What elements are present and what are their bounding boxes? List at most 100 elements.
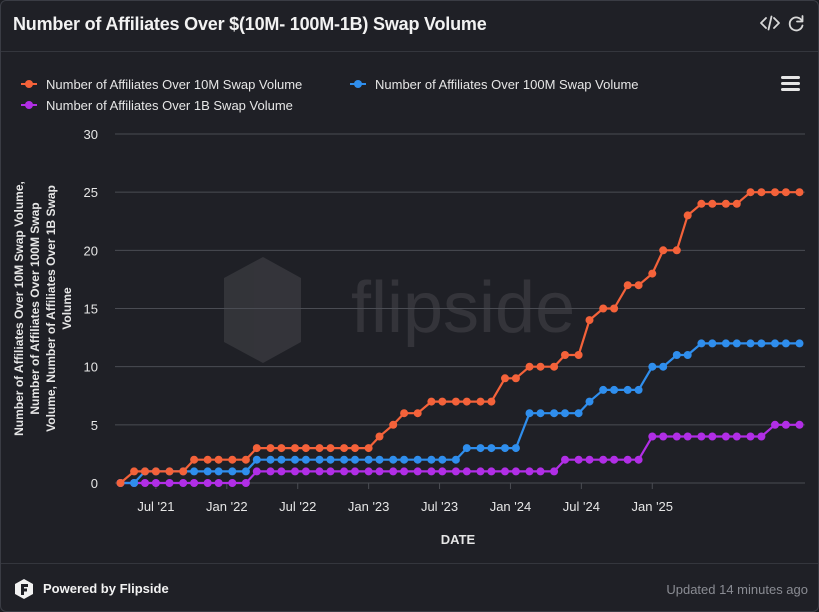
y-tick-label: 5 xyxy=(91,418,98,433)
data-point xyxy=(599,385,608,394)
data-point xyxy=(375,455,384,464)
flipside-logo-icon xyxy=(15,579,33,599)
legend-label: Number of Affiliates Over 1B Swap Volume xyxy=(46,98,293,113)
data-point xyxy=(462,467,471,476)
data-point xyxy=(427,455,436,464)
data-point xyxy=(462,397,471,406)
data-point xyxy=(141,479,149,487)
data-point xyxy=(525,362,534,371)
legend-label: Number of Affiliates Over 10M Swap Volum… xyxy=(46,77,302,92)
legend-swatch-marker xyxy=(25,80,33,88)
chart-menu-icon[interactable] xyxy=(781,76,800,91)
data-point xyxy=(487,397,496,406)
data-point xyxy=(574,409,583,418)
powered-by-link[interactable]: Powered by Flipside xyxy=(43,581,169,596)
data-point xyxy=(340,455,349,464)
data-point xyxy=(451,397,460,406)
data-point xyxy=(375,432,384,441)
series-2 xyxy=(116,420,804,487)
legend-item[interactable]: Number of Affiliates Over 100M Swap Volu… xyxy=(350,77,639,92)
data-point xyxy=(476,397,485,406)
data-point xyxy=(277,455,286,464)
data-point xyxy=(326,455,335,464)
data-point xyxy=(214,455,223,464)
data-point xyxy=(214,467,223,476)
legend-item[interactable]: Number of Affiliates Over 1B Swap Volume xyxy=(21,98,293,113)
line-chart: flipside 0 5 10 15 20 25 30 Jul '21 Jan '22 Jul '2… xyxy=(12,76,805,547)
data-point xyxy=(721,432,730,441)
data-point xyxy=(721,199,730,208)
data-point xyxy=(697,339,706,348)
data-point xyxy=(781,339,790,348)
data-point xyxy=(683,432,692,441)
y-tick-label: 20 xyxy=(84,243,98,258)
y-axis-label-line: Number of Affiliates Over 10M Swap Volum… xyxy=(12,181,26,436)
data-point xyxy=(781,420,790,429)
data-point xyxy=(389,420,398,429)
data-point xyxy=(364,467,373,476)
data-point xyxy=(228,455,237,464)
data-point xyxy=(795,420,804,429)
data-point xyxy=(438,397,447,406)
y-axis-label: Number of Affiliates Over 10M Swap Volum… xyxy=(12,181,74,436)
data-point xyxy=(610,455,619,464)
x-tick-label: Jul '23 xyxy=(421,499,458,514)
legend-item[interactable]: Number of Affiliates Over 10M Swap Volum… xyxy=(21,77,302,92)
data-point xyxy=(301,467,310,476)
data-point xyxy=(746,339,755,348)
data-point xyxy=(536,362,545,371)
data-point xyxy=(203,455,212,464)
data-point xyxy=(413,467,422,476)
data-point xyxy=(795,339,804,348)
data-point xyxy=(623,385,632,394)
x-tick-label: Jul '22 xyxy=(279,499,316,514)
data-point xyxy=(165,467,174,476)
data-point xyxy=(771,188,779,197)
data-point xyxy=(203,467,212,476)
data-point xyxy=(623,455,632,464)
data-point xyxy=(266,444,275,453)
data-point xyxy=(438,467,447,476)
data-point xyxy=(771,420,779,429)
data-point xyxy=(277,467,286,476)
data-point xyxy=(476,467,485,476)
data-point xyxy=(599,304,608,313)
data-point xyxy=(672,246,681,255)
data-point xyxy=(585,397,594,406)
data-point xyxy=(364,455,373,464)
data-point xyxy=(683,351,692,359)
refresh-icon[interactable] xyxy=(786,13,806,33)
x-tick-label: Jan '25 xyxy=(632,499,674,514)
data-point xyxy=(252,444,261,453)
data-point xyxy=(683,211,692,220)
x-tick-label: Jul '24 xyxy=(563,499,600,514)
data-point xyxy=(326,444,335,453)
data-point xyxy=(487,467,496,476)
y-tick-label: 25 xyxy=(84,185,98,200)
data-point xyxy=(451,455,460,464)
y-axis-label-line: Volume xyxy=(60,287,74,330)
data-point xyxy=(746,188,755,197)
code-icon[interactable] xyxy=(760,13,780,33)
data-point xyxy=(550,362,559,371)
data-point xyxy=(228,467,237,476)
x-tick-label: Jan '22 xyxy=(206,499,248,514)
data-point xyxy=(315,444,324,453)
data-point xyxy=(487,444,496,453)
data-point xyxy=(536,409,545,418)
x-tick-label: Jul '21 xyxy=(137,499,174,514)
data-point xyxy=(427,397,436,406)
data-point xyxy=(501,374,509,383)
x-tick-label: Jan '24 xyxy=(490,499,532,514)
data-point xyxy=(165,479,174,487)
data-point xyxy=(190,479,199,487)
data-point xyxy=(364,444,373,453)
data-point xyxy=(672,432,681,441)
data-point xyxy=(252,455,261,464)
data-point xyxy=(427,467,436,476)
data-point xyxy=(266,467,275,476)
y-tick-label: 10 xyxy=(84,360,98,375)
y-axis-label-line: Volume, Number of Affiliates Over 1B Swa… xyxy=(44,185,58,432)
chart-title: Number of Affiliates Over $(10M- 100M-1B… xyxy=(13,14,487,34)
